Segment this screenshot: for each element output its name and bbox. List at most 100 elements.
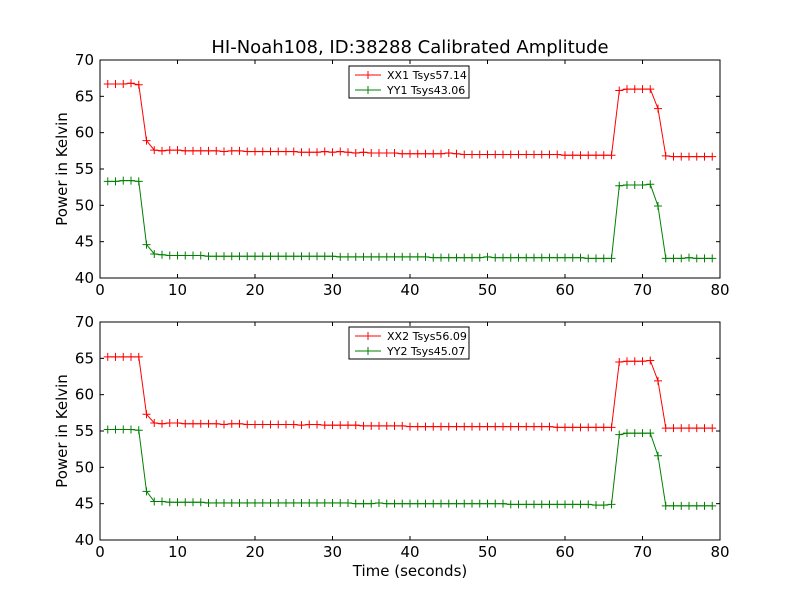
- data-point: [367, 421, 376, 430]
- data-point: [134, 352, 143, 361]
- data-point: [235, 146, 244, 155]
- data-point: [406, 252, 414, 261]
- data-point: [266, 498, 275, 507]
- data-point: [607, 254, 616, 263]
- data-point: [173, 251, 182, 260]
- data-point: [289, 147, 298, 156]
- data-point: [654, 451, 662, 460]
- y-tick-label: 45: [75, 233, 94, 251]
- data-point: [375, 421, 383, 430]
- data-point: [576, 423, 585, 432]
- data-point: [243, 498, 252, 507]
- data-point: [700, 152, 709, 161]
- y-axis-label: Power in Kelvin: [53, 374, 71, 488]
- data-point: [537, 500, 546, 509]
- y-tick-label: 50: [75, 458, 94, 476]
- data-point: [692, 424, 701, 433]
- data-point: [344, 498, 352, 507]
- data-point: [320, 147, 329, 156]
- data-point: [212, 252, 221, 261]
- x-tick-label: 0: [95, 281, 105, 299]
- data-point: [235, 419, 244, 428]
- series-1-1: [103, 425, 717, 510]
- data-point: [196, 251, 205, 260]
- legend-label: XX2 Tsys56.09: [387, 330, 467, 343]
- data-point: [313, 252, 321, 261]
- data-point: [413, 422, 422, 431]
- data-point: [545, 253, 554, 262]
- data-point: [483, 150, 492, 159]
- data-point: [119, 176, 128, 185]
- data-point: [406, 149, 414, 158]
- data-point: [382, 499, 391, 508]
- data-point: [227, 498, 236, 507]
- data-point: [220, 252, 228, 261]
- data-point: [406, 422, 414, 431]
- data-point: [150, 146, 159, 155]
- data-point: [568, 423, 577, 432]
- data-point: [196, 146, 205, 155]
- data-point: [661, 424, 670, 433]
- data-point: [320, 498, 329, 507]
- data-point: [127, 176, 135, 185]
- x-tick-label: 30: [323, 281, 342, 299]
- data-point: [328, 421, 337, 430]
- data-point: [251, 498, 259, 507]
- data-point: [592, 501, 600, 510]
- data-point: [351, 499, 360, 508]
- data-point: [545, 500, 554, 509]
- data-point: [111, 177, 120, 186]
- x-tick-label: 50: [478, 543, 497, 561]
- data-point: [297, 148, 306, 157]
- data-point: [421, 499, 430, 508]
- data-point: [615, 430, 624, 439]
- data-point: [165, 419, 174, 428]
- data-point: [204, 146, 213, 155]
- data-point: [421, 422, 430, 431]
- data-point: [359, 421, 368, 430]
- legend-label: YY2 Tsys45.07: [386, 345, 465, 358]
- data-point: [196, 419, 205, 428]
- data-point: [638, 429, 647, 438]
- data-point: [692, 501, 701, 510]
- data-point: [553, 423, 562, 432]
- data-point: [390, 252, 399, 261]
- data-point: [227, 146, 236, 155]
- data-point: [227, 419, 236, 428]
- data-point: [375, 252, 383, 261]
- data-point: [599, 423, 608, 432]
- data-point: [189, 251, 197, 260]
- data-point: [158, 146, 166, 155]
- data-point: [576, 253, 585, 262]
- data-point: [351, 149, 360, 158]
- y-axis-label: Power in Kelvin: [53, 112, 71, 226]
- data-point: [491, 150, 500, 159]
- data-point: [460, 253, 469, 262]
- data-point: [646, 356, 655, 365]
- data-point: [142, 487, 151, 496]
- data-point: [630, 357, 639, 366]
- data-point: [584, 423, 593, 432]
- data-point: [677, 501, 686, 510]
- data-point: [437, 499, 445, 508]
- data-point: [592, 423, 600, 432]
- y-tick-label: 50: [75, 196, 94, 214]
- data-point: [468, 253, 476, 262]
- data-point: [328, 252, 337, 261]
- x-tick-label: 60: [555, 543, 574, 561]
- data-point: [351, 252, 360, 261]
- x-tick-label: 80: [710, 281, 729, 299]
- data-point: [599, 501, 608, 510]
- x-tick-label: 20: [245, 281, 264, 299]
- data-point: [638, 357, 647, 366]
- data-point: [336, 421, 345, 430]
- y-tick-label: 40: [75, 269, 94, 287]
- data-point: [692, 152, 701, 161]
- data-point: [390, 149, 399, 158]
- data-point: [530, 253, 538, 262]
- data-point: [654, 202, 662, 211]
- y-tick-label: 65: [75, 349, 94, 367]
- data-point: [359, 252, 368, 261]
- legend-box: [348, 65, 470, 99]
- data-point: [646, 180, 655, 189]
